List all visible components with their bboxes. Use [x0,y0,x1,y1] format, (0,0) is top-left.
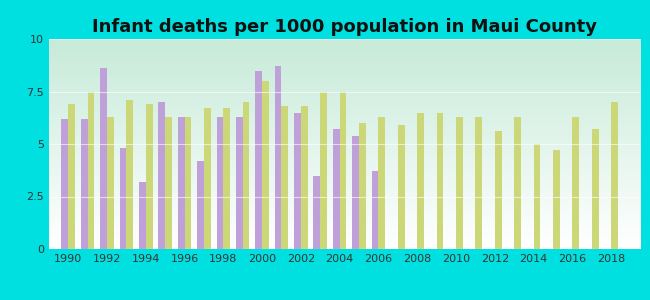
Bar [120,148,126,249]
Bar [534,144,540,249]
Bar [294,112,301,249]
Bar [592,129,599,249]
Bar [100,68,107,249]
Bar [417,112,424,249]
Bar [126,100,133,249]
Bar [107,117,114,249]
Bar [159,102,165,249]
Bar [437,112,443,249]
Bar [197,161,204,249]
Bar [333,129,340,249]
Bar [61,119,68,249]
Bar [185,117,191,249]
Bar [216,117,224,249]
Bar [475,117,482,249]
Bar [495,131,502,249]
Bar [236,117,242,249]
Bar [165,117,172,249]
Bar [204,108,211,249]
Bar [301,106,307,249]
Bar [514,117,521,249]
Bar [281,106,288,249]
Bar [224,108,230,249]
Bar [68,104,75,249]
Bar [81,119,88,249]
Bar [611,102,618,249]
Bar [340,92,346,249]
Bar [372,171,378,249]
Bar [352,136,359,249]
Bar [553,150,560,249]
Bar [313,176,320,249]
Bar [177,117,185,249]
Bar [573,117,579,249]
Bar [262,81,269,249]
Bar [359,123,366,249]
Bar [242,102,250,249]
Bar [398,125,404,249]
Bar [275,66,281,249]
Bar [320,92,327,249]
Bar [378,117,385,249]
Bar [146,104,153,249]
Bar [88,92,94,249]
Bar [456,117,463,249]
Bar [139,182,146,249]
Title: Infant deaths per 1000 population in Maui County: Infant deaths per 1000 population in Mau… [92,18,597,36]
Bar [255,70,262,249]
